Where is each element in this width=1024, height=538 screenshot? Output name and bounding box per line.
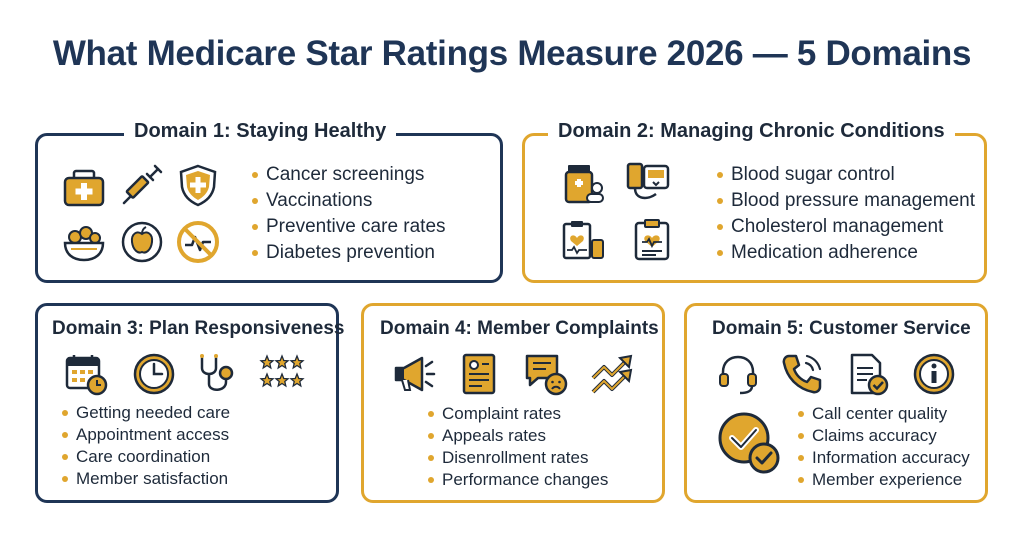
domain-5-title: Domain 5: Customer Service <box>712 318 971 339</box>
phone-icon <box>780 352 824 396</box>
list-item: Call center quality <box>798 403 970 425</box>
list-item: Appeals rates <box>427 425 608 447</box>
domain-3-panel <box>35 303 339 503</box>
list-item: Medication adherence <box>717 240 975 266</box>
pill-bottle-icon <box>561 162 605 206</box>
salad-bowl-icon <box>62 220 106 264</box>
list-item: Vaccinations <box>252 188 446 214</box>
list-item: Care coordination <box>61 446 230 468</box>
list-item: Complaint rates <box>427 403 608 425</box>
list-item: Member satisfaction <box>61 469 229 488</box>
list-item: Information accuracy <box>798 448 970 467</box>
list-item: Claims accuracy <box>798 425 970 447</box>
list-item: Member experience <box>798 469 970 491</box>
list-item: Performance changes <box>427 470 609 489</box>
apple-icon <box>120 220 164 264</box>
domain-5-panel <box>684 303 988 503</box>
domain-4-list: Complaint rates Appeals rates Disenrollm… <box>427 403 609 491</box>
domain-4-title: Domain 4: Member Complaints <box>380 318 659 339</box>
stethoscope-icon <box>196 352 240 396</box>
domain-2-list: Blood sugar control Blood pressure manag… <box>717 162 975 266</box>
list-item: Disenrollment rates <box>427 447 608 469</box>
list-item: Diabetes prevention <box>252 240 446 266</box>
stars-icon <box>259 352 305 396</box>
domain-3-list: Getting needed care Appointment access C… <box>61 402 231 490</box>
heart-chart-clipboard-icon <box>561 218 605 262</box>
clock-icon <box>132 352 176 396</box>
shield-plus-icon <box>176 163 220 207</box>
calendar-clock-icon <box>64 352 108 396</box>
list-item: Blood sugar control <box>717 162 975 188</box>
complaint-form-icon <box>458 352 502 396</box>
domain-1-list: Cancer screenings Vaccinations Preventiv… <box>252 162 446 266</box>
domain-3-title: Domain 3: Plan Responsiveness <box>52 318 345 339</box>
domain-5-list: Call center quality Claims accuracy Info… <box>798 403 970 491</box>
headset-icon <box>716 352 760 396</box>
megaphone-icon <box>392 352 436 396</box>
list-item: Cancer screenings <box>252 162 446 188</box>
list-item: Appointment access <box>61 425 230 444</box>
checked-document-icon <box>846 352 890 396</box>
first-aid-kit-icon <box>62 165 106 209</box>
list-item: Getting needed care <box>61 403 231 422</box>
page-title: What Medicare Star Ratings Measure 2026 … <box>52 34 972 73</box>
trend-arrows-icon <box>590 352 634 396</box>
domain-2-title: Domain 2: Managing Chronic Conditions <box>548 120 955 143</box>
list-item: Blood pressure management <box>717 188 975 214</box>
list-item: Cholesterol management <box>717 214 975 240</box>
domain-4-panel <box>361 303 665 503</box>
sad-chat-icon <box>524 352 568 396</box>
info-icon <box>912 352 956 396</box>
double-checkmark-icon <box>716 410 782 476</box>
list-item: Preventive care rates <box>252 214 446 240</box>
medical-clipboard-icon <box>630 218 674 262</box>
syringe-icon <box>120 163 164 207</box>
blood-pressure-monitor-icon <box>626 160 670 204</box>
domain-1-title: Domain 1: Staying Healthy <box>124 120 397 143</box>
no-unhealthy-icon <box>176 220 220 264</box>
